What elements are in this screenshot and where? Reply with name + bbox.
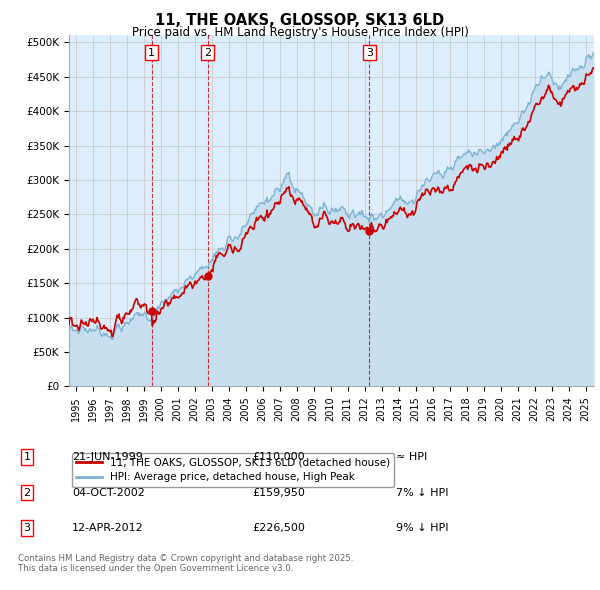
Text: Contains HM Land Registry data © Crown copyright and database right 2025.
This d: Contains HM Land Registry data © Crown c…: [18, 554, 353, 573]
Legend: 11, THE OAKS, GLOSSOP, SK13 6LD (detached house), HPI: Average price, detached h: 11, THE OAKS, GLOSSOP, SK13 6LD (detache…: [71, 453, 394, 487]
Text: 1: 1: [23, 453, 31, 462]
Text: 7% ↓ HPI: 7% ↓ HPI: [396, 488, 449, 497]
Text: 2: 2: [204, 48, 211, 58]
Text: 3: 3: [366, 48, 373, 58]
Text: 12-APR-2012: 12-APR-2012: [72, 523, 144, 533]
Text: 3: 3: [23, 523, 31, 533]
Text: £110,000: £110,000: [252, 453, 305, 462]
Text: 2: 2: [23, 488, 31, 497]
Text: £226,500: £226,500: [252, 523, 305, 533]
Text: Price paid vs. HM Land Registry's House Price Index (HPI): Price paid vs. HM Land Registry's House …: [131, 26, 469, 39]
Text: 04-OCT-2002: 04-OCT-2002: [72, 488, 145, 497]
Text: 1: 1: [148, 48, 155, 58]
Text: 9% ↓ HPI: 9% ↓ HPI: [396, 523, 449, 533]
Text: £159,950: £159,950: [252, 488, 305, 497]
Text: 11, THE OAKS, GLOSSOP, SK13 6LD: 11, THE OAKS, GLOSSOP, SK13 6LD: [155, 13, 445, 28]
Text: ≈ HPI: ≈ HPI: [396, 453, 427, 462]
Text: 21-JUN-1999: 21-JUN-1999: [72, 453, 143, 462]
